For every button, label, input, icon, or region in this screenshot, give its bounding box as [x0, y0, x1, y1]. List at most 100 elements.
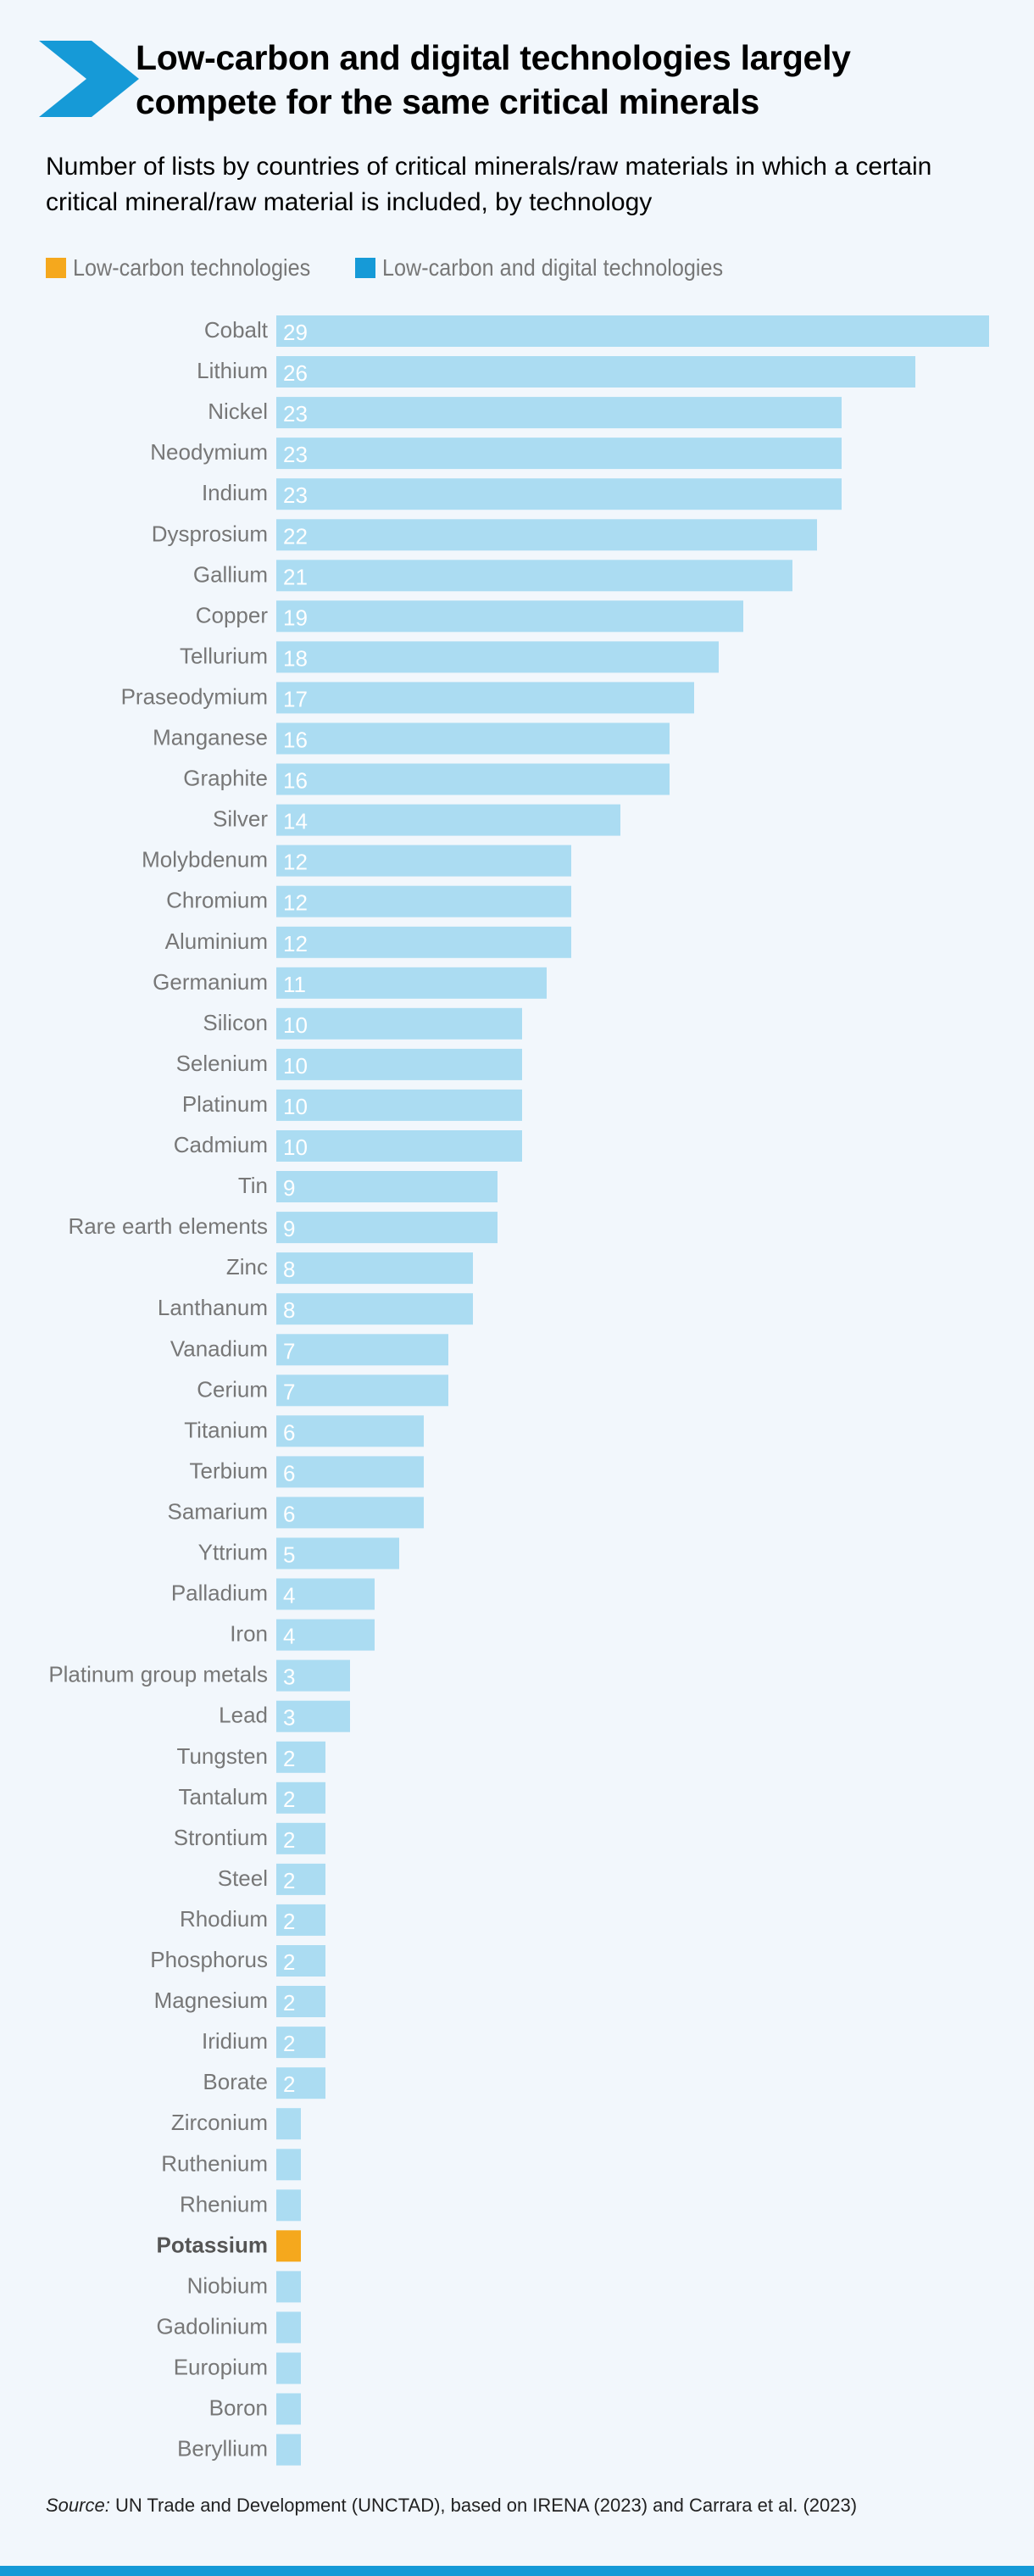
category-label-praseodymium: Praseodymium — [121, 683, 268, 709]
legend-swatch-digital — [355, 258, 376, 278]
value-label-selenium: 10 — [283, 1053, 308, 1079]
value-label-dysprosium: 22 — [283, 523, 308, 549]
value-label-praseodymium: 17 — [283, 686, 308, 711]
value-label-zinc: 8 — [283, 1257, 295, 1282]
bar-platinum — [276, 1089, 522, 1121]
value-label-rare-earth-elements: 9 — [283, 1216, 295, 1241]
value-label-copper: 19 — [283, 605, 308, 630]
legend-item-low-carbon: Low-carbon technologies — [46, 254, 336, 282]
value-label-lanthanum: 8 — [283, 1297, 295, 1323]
value-label-tin: 9 — [283, 1175, 295, 1201]
bar-silicon — [276, 1007, 522, 1040]
value-label-gallium: 21 — [283, 564, 308, 589]
value-label-tellurium: 18 — [283, 645, 308, 671]
category-label-magnesium: Magnesium — [154, 1988, 268, 2013]
category-label-zinc: Zinc — [226, 1254, 268, 1280]
category-label-boron: Boron — [209, 2395, 268, 2421]
bar-graphite — [276, 763, 670, 795]
category-label-niobium: Niobium — [187, 2272, 268, 2298]
category-label-iridium: Iridium — [202, 2028, 268, 2054]
bar-praseodymium — [276, 682, 694, 714]
category-label-tantalum: Tantalum — [179, 1784, 269, 1809]
bar-neodymium — [276, 438, 842, 470]
value-label-rhodium: 2 — [283, 1909, 295, 1934]
category-label-iron: Iron — [230, 1621, 268, 1647]
category-label-palladium: Palladium — [171, 1581, 268, 1606]
bar-selenium — [276, 1048, 522, 1080]
category-label-dysprosium: Dysprosium — [152, 521, 268, 546]
bar-molybdenum — [276, 845, 571, 877]
value-label-molybdenum: 12 — [283, 850, 308, 875]
bar-silver — [276, 804, 620, 836]
value-label-yttrium: 5 — [283, 1542, 295, 1568]
bar-borate — [276, 2067, 325, 2099]
value-label-silver: 14 — [283, 809, 308, 834]
value-label-manganese: 16 — [283, 728, 308, 753]
value-label-cadmium: 10 — [283, 1135, 308, 1160]
category-label-phosphorus: Phosphorus — [150, 1947, 268, 1972]
value-label-borate: 2 — [283, 2071, 295, 2097]
bar-vanadium — [276, 1334, 448, 1366]
bar-indium — [276, 478, 842, 510]
category-label-titanium: Titanium — [184, 1417, 268, 1442]
bar-beryllium — [276, 2434, 301, 2466]
bar-iron — [276, 1619, 375, 1651]
category-label-strontium: Strontium — [174, 1825, 268, 1850]
value-label-nickel: 23 — [283, 401, 308, 427]
legend-label-low-carbon: Low-carbon technologies — [73, 254, 311, 281]
legend-item-digital: Low-carbon and digital technologies — [355, 254, 761, 282]
bar-tungsten — [276, 1741, 325, 1773]
value-label-lead: 3 — [283, 1705, 295, 1731]
chart-subtitle: Number of lists by countries of critical… — [46, 153, 932, 216]
bar-copper — [276, 600, 743, 633]
bottom-accent-bar — [0, 2566, 1034, 2576]
bar-lead — [276, 1700, 350, 1732]
bar-manganese — [276, 722, 670, 755]
bar-palladium — [276, 1578, 375, 1610]
category-label-europium: Europium — [174, 2355, 268, 2380]
bar-ruthenium — [276, 2149, 301, 2181]
category-label-potassium: Potassium — [157, 2232, 269, 2257]
bar-magnesium — [276, 1986, 325, 2017]
source-prefix: Source: — [46, 2495, 110, 2516]
bar-yttrium — [276, 1537, 399, 1570]
category-label-platinum: Platinum — [182, 1091, 268, 1117]
category-label-aluminium: Aluminium — [165, 928, 268, 954]
category-label-lanthanum: Lanthanum — [158, 1295, 268, 1320]
bar-titanium — [276, 1415, 424, 1447]
category-label-selenium: Selenium — [176, 1051, 268, 1076]
category-label-molybdenum: Molybdenum — [142, 847, 268, 873]
bar-lithium — [276, 356, 915, 388]
category-label-vanadium: Vanadium — [170, 1335, 268, 1361]
category-label-cobalt: Cobalt — [204, 317, 269, 343]
value-label-platinum: 10 — [283, 1094, 308, 1119]
category-label-borate: Borate — [203, 2069, 268, 2094]
bar-iridium — [276, 2027, 325, 2059]
value-label-chromium: 12 — [283, 890, 308, 916]
category-label-gallium: Gallium — [193, 561, 268, 587]
value-label-palladium: 4 — [283, 1583, 295, 1609]
page-title: Low-carbon and digital technologies larg… — [136, 38, 851, 121]
bar-strontium — [276, 1822, 325, 1854]
value-label-neodymium: 23 — [283, 442, 308, 467]
category-label-graphite: Graphite — [183, 766, 268, 791]
value-label-phosphorus: 2 — [283, 1949, 295, 1975]
category-label-nickel: Nickel — [208, 399, 268, 424]
value-label-silicon: 10 — [283, 1012, 308, 1038]
category-label-manganese: Manganese — [153, 725, 268, 750]
bar-tellurium — [276, 641, 719, 673]
category-label-samarium: Samarium — [168, 1498, 268, 1524]
bar-gadolinium — [276, 2311, 301, 2344]
bar-tin — [276, 1171, 498, 1202]
chart-legend: Low-carbon technologies Low-carbon and d… — [46, 251, 780, 285]
bar-rhodium — [276, 1904, 325, 1936]
category-label-silver: Silver — [213, 806, 268, 832]
bar-tantalum — [276, 1781, 325, 1814]
source-text: UN Trade and Development (UNCTAD), based… — [109, 2495, 858, 2516]
bar-nickel — [276, 397, 842, 429]
bar-dysprosium — [276, 519, 817, 551]
bar-boron — [276, 2393, 301, 2425]
value-label-indium: 23 — [283, 482, 308, 508]
legend-label-digital: Low-carbon and digital technologies — [382, 254, 724, 281]
bar-rare-earth-elements — [276, 1212, 498, 1244]
